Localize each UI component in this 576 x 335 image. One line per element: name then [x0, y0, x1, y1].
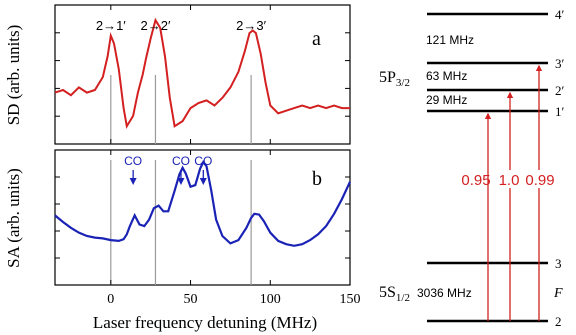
co-arrow-head-1 — [177, 178, 185, 185]
panel-b-sa-line — [54, 160, 351, 247]
panel-a-transition-label-0: 2→1′ — [96, 18, 126, 33]
x-tick-label-3: 150 — [340, 292, 361, 307]
spacing-121: 121 MHz — [426, 33, 474, 47]
panel-b-frame — [54, 149, 351, 286]
panel-b-ylabel: SA (arb. units) — [4, 168, 23, 268]
transition-weight-2: 1.0 — [499, 172, 520, 189]
level-2prime-label: 2′ — [555, 83, 565, 98]
panel-a-transition-label-1: 2→2′ — [141, 18, 171, 33]
co-arrow-head-2 — [199, 178, 207, 185]
state-5s12-label: 5S1/2 — [379, 284, 410, 304]
x-tick-label-0: 0 — [107, 292, 114, 307]
panel-a-transition-label-2: 2→3′ — [236, 18, 266, 33]
level-1prime-label: 1′ — [555, 104, 565, 119]
panel-a-frame — [54, 4, 351, 145]
spacing-63: 63 MHz — [426, 69, 467, 83]
level-f3-label: 3 — [555, 256, 562, 271]
panel-a-ylabel: SD (arb. units) — [4, 25, 23, 126]
panel-b: 0 50 100 150 b CO CO CO SA (arb. units) Laser… — [4, 149, 361, 332]
x-tick-label-1: 50 — [184, 292, 198, 307]
transition-weight-1: 0.95 — [461, 172, 490, 189]
level-3prime-label: 3′ — [555, 56, 565, 71]
co-label-0: CO — [124, 154, 142, 168]
x-tick-label-2: 100 — [260, 292, 281, 307]
co-arrow-head-0 — [129, 178, 137, 185]
panel-a-sd-line — [54, 17, 350, 129]
spacing-3036: 3036 MHz — [417, 286, 472, 300]
state-5p32-label: 5P3/2 — [379, 69, 410, 89]
panel-b-label: b — [312, 168, 322, 190]
energy-level-diagram: 4′ 3′ 2′ 1′ 3 2 121 MHz 63 MHz 29 MHz 30… — [379, 7, 565, 329]
transition-weight-3: 0.99 — [525, 172, 554, 189]
x-axis-label: Laser frequency detuning (MHz) — [93, 313, 317, 332]
co-label-1: CO — [172, 154, 190, 168]
panel-a-label: a — [312, 28, 321, 50]
spacing-29: 29 MHz — [426, 93, 467, 107]
panel-a: a 2→1′ 2→2′ 2→3′ SD (arb. units) — [4, 4, 351, 145]
co-label-2: CO — [194, 154, 212, 168]
level-4prime-label: 4′ — [555, 7, 565, 22]
level-f2-label: 2 — [555, 314, 562, 329]
f-quantum-number-label: F — [553, 286, 563, 301]
